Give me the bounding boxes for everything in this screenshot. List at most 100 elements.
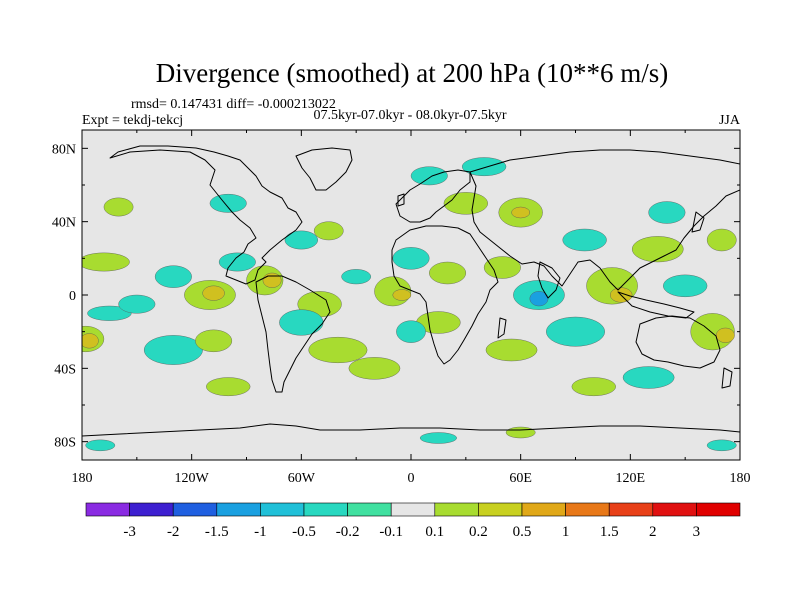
contour-region	[202, 285, 225, 301]
contour-region	[392, 247, 430, 270]
contour-region	[461, 157, 507, 177]
contour-region	[663, 274, 708, 298]
colorbar-label: -1	[254, 524, 267, 540]
contour-region	[622, 366, 675, 389]
contour-region	[348, 357, 401, 380]
stats-text: rmsd= 0.147431 diff= -0.000213022	[131, 97, 336, 112]
coast-japan	[691, 211, 705, 233]
contour-region	[529, 291, 549, 307]
x-tick-label: 120W	[175, 471, 210, 486]
contour-region	[419, 432, 457, 444]
coast-africa	[391, 225, 499, 365]
x-tick-label: 180	[730, 471, 751, 486]
colorbar-swatch	[478, 502, 523, 517]
contour-region	[571, 377, 616, 397]
coast-india	[537, 261, 561, 299]
contour-region	[209, 193, 247, 213]
colorbar-label: -3	[123, 524, 136, 540]
coast-indonesia	[617, 291, 695, 319]
contour-region	[341, 269, 371, 285]
coast-uk	[397, 193, 405, 207]
colorbar: -3 -2 -1.5 -1 -0.5 -0.2 -0.1 0.1 0.2 0.5 1 1.5 2 3	[85, 502, 741, 540]
colorbar-label: -0.1	[379, 524, 403, 540]
colorbar-swatch	[608, 502, 654, 517]
colorbar-swatch	[260, 502, 305, 517]
y-axis: 80N 40N 0 40S 80S	[52, 142, 740, 451]
colorbar-label: 0.2	[469, 524, 488, 540]
colorbar-swatch	[521, 502, 566, 517]
contour-region	[103, 197, 134, 217]
contour-region	[706, 228, 737, 252]
colorbar-label: 3	[693, 524, 701, 540]
contour-region	[118, 294, 156, 314]
colorbar-swatch	[565, 502, 610, 517]
contour-region	[511, 206, 531, 219]
colorbar-label: 1	[562, 524, 570, 540]
colorbar-swatch	[390, 502, 436, 517]
contour-region	[410, 166, 448, 186]
colorbar-label: -1.5	[205, 524, 229, 540]
contour-region	[143, 335, 203, 365]
colorbar-label: -0.2	[336, 524, 360, 540]
colorbar-label: 2	[649, 524, 657, 540]
contour-region	[195, 329, 233, 353]
contour-region	[154, 265, 192, 288]
contour-region	[443, 192, 488, 215]
colorbar-label: 0.5	[513, 524, 532, 540]
coastlines	[82, 145, 740, 437]
contour-region	[546, 316, 605, 347]
colorbar-swatch	[303, 502, 348, 517]
y-tick-label: 80S	[54, 436, 76, 451]
coast-new-zealand	[721, 367, 733, 389]
coast-north-america	[109, 145, 303, 285]
y-tick-label: 40N	[52, 216, 76, 231]
contour-region	[262, 272, 282, 288]
contour-region	[716, 327, 735, 343]
y-tick-label: 0	[69, 289, 76, 304]
contour-region	[82, 333, 99, 349]
contour-region	[648, 201, 686, 224]
colorbar-swatch	[216, 502, 261, 517]
colorbar-swatch	[434, 502, 479, 517]
colorbar-label: 0.1	[425, 524, 444, 540]
contour-region	[392, 289, 412, 301]
contour-region	[85, 439, 116, 452]
left-label: Expt = tekdj-tekcj	[82, 113, 183, 128]
contour-region	[483, 256, 521, 279]
colorbar-label: 1.5	[600, 524, 619, 540]
contour-region	[631, 236, 684, 263]
contour-region	[429, 261, 467, 285]
contour-region	[279, 309, 324, 336]
contour-regions	[82, 157, 737, 452]
contour-region	[562, 228, 607, 252]
coast-madagascar	[497, 317, 507, 339]
contour-region	[206, 377, 251, 397]
colorbar-swatch	[129, 502, 174, 517]
colorbar-swatch	[652, 502, 697, 517]
contour-region	[218, 252, 256, 272]
x-tick-label: 180	[72, 471, 93, 486]
colorbar-label: -2	[167, 524, 180, 540]
x-tick-label: 60W	[288, 471, 316, 486]
coast-europe	[395, 169, 471, 223]
coast-antarctica	[82, 423, 740, 437]
colorbar-swatch	[696, 502, 741, 517]
y-tick-label: 40S	[54, 362, 76, 377]
contour-region	[82, 252, 130, 272]
colorbar-swatch	[172, 502, 218, 517]
colorbar-swatch	[85, 502, 130, 517]
x-tick-label: 120E	[616, 471, 646, 486]
contour-region	[87, 305, 132, 321]
coast-south-america	[255, 275, 331, 393]
contour-region	[313, 221, 344, 241]
contour-region	[308, 336, 368, 364]
coast-australia	[635, 315, 721, 369]
x-axis: 180 120W 60W 0 60E 120E 180	[72, 130, 751, 486]
coast-asia	[469, 149, 740, 291]
x-tick-label: 0	[408, 471, 415, 486]
colorbar-label: -0.5	[292, 524, 316, 540]
x-tick-label: 60E	[509, 471, 532, 486]
contour-region	[396, 320, 426, 343]
chart-title: Divergence (smoothed) at 200 hPa (10**6 …	[156, 58, 668, 88]
